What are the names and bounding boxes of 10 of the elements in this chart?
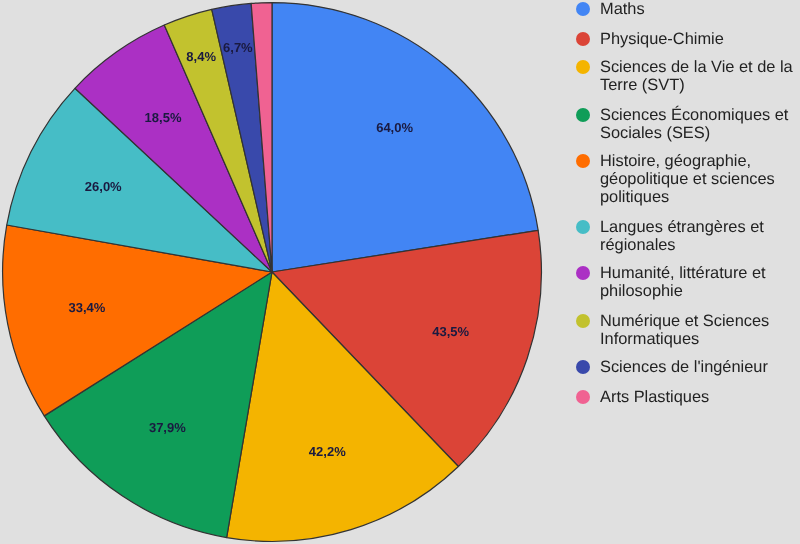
legend-label: Langues étrangères et régionales [600,217,766,253]
legend-label: Maths [600,0,645,18]
legend-label: Arts Plastiques [600,387,710,405]
legend-label: Sciences de l'ingénieur [600,358,768,376]
legend-label: Physique-Chimie [600,29,724,47]
legend-label: Histoire, géographie, géopolitique et sciences politiques [600,152,777,206]
legend-label: Sciences de la Vie et de la Terre (SVT) [600,58,795,94]
legend-label: Numérique et Sciences Informatiques [600,311,772,347]
legend-label: Sciences Économiques et Sociales (SES) [600,105,791,141]
legend-label: Humanité, littérature et philosophie [600,264,768,300]
